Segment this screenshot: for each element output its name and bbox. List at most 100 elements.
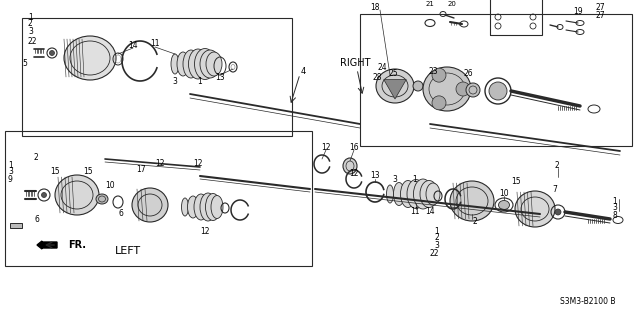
Text: 1: 1 — [28, 12, 33, 21]
Ellipse shape — [420, 181, 438, 207]
Ellipse shape — [407, 180, 425, 209]
Text: 15: 15 — [83, 167, 93, 175]
Text: 9: 9 — [8, 174, 13, 183]
Text: 3: 3 — [612, 204, 617, 212]
Circle shape — [49, 50, 54, 56]
Text: 8: 8 — [612, 211, 617, 219]
Text: 3: 3 — [434, 241, 439, 249]
Ellipse shape — [200, 50, 220, 78]
Text: 18: 18 — [371, 3, 380, 11]
Ellipse shape — [456, 82, 470, 96]
Text: RIGHT: RIGHT — [340, 58, 371, 68]
Ellipse shape — [515, 191, 555, 227]
Text: FR.: FR. — [68, 240, 86, 250]
Polygon shape — [384, 79, 406, 99]
Text: 1: 1 — [413, 174, 417, 183]
Text: 5: 5 — [22, 60, 27, 69]
Text: 13: 13 — [215, 73, 225, 83]
Ellipse shape — [387, 185, 394, 203]
Ellipse shape — [171, 54, 179, 74]
Text: 2: 2 — [472, 217, 477, 226]
Ellipse shape — [200, 193, 216, 221]
Text: 1: 1 — [8, 160, 13, 169]
Text: 27: 27 — [595, 3, 605, 11]
Bar — [5, 131, 312, 266]
Text: 22: 22 — [28, 36, 38, 46]
Bar — [360, 14, 632, 146]
Text: 22: 22 — [429, 249, 439, 258]
Bar — [490, 0, 542, 35]
Text: 16: 16 — [349, 143, 359, 152]
Text: 11: 11 — [410, 207, 420, 217]
Text: 12: 12 — [321, 143, 331, 152]
Bar — [10, 223, 22, 228]
Text: 12: 12 — [156, 160, 164, 168]
Text: 27: 27 — [595, 11, 605, 19]
Text: 1: 1 — [435, 226, 439, 235]
Text: 14: 14 — [425, 207, 435, 217]
Bar — [22, 18, 292, 136]
Text: 17: 17 — [136, 165, 146, 174]
Ellipse shape — [432, 96, 446, 110]
Ellipse shape — [211, 196, 223, 219]
Text: LEFT: LEFT — [115, 246, 141, 256]
Text: 7: 7 — [552, 184, 557, 194]
Ellipse shape — [189, 49, 207, 79]
Text: 3: 3 — [173, 77, 177, 85]
Ellipse shape — [489, 82, 507, 100]
Text: 15: 15 — [50, 167, 60, 176]
Ellipse shape — [206, 52, 222, 76]
Text: 12: 12 — [349, 169, 359, 179]
Text: 3: 3 — [392, 174, 397, 183]
Ellipse shape — [466, 83, 480, 97]
Text: 12: 12 — [193, 160, 203, 168]
Ellipse shape — [195, 48, 216, 79]
Ellipse shape — [401, 181, 415, 207]
Ellipse shape — [183, 50, 199, 78]
Ellipse shape — [194, 194, 208, 220]
Text: 10: 10 — [499, 189, 509, 197]
Ellipse shape — [182, 198, 189, 216]
Text: 15: 15 — [511, 177, 521, 187]
Text: 6: 6 — [35, 214, 40, 224]
Text: S3M3-B2100 B: S3M3-B2100 B — [559, 296, 615, 306]
Text: 23: 23 — [428, 66, 438, 76]
Ellipse shape — [450, 181, 494, 221]
Text: 6: 6 — [118, 210, 124, 219]
Text: 20: 20 — [447, 1, 456, 7]
Ellipse shape — [343, 158, 357, 174]
Ellipse shape — [499, 201, 509, 210]
Text: 2: 2 — [28, 19, 33, 28]
Text: 1: 1 — [612, 197, 617, 205]
Ellipse shape — [394, 182, 404, 205]
Text: 2: 2 — [34, 152, 38, 161]
Text: 2: 2 — [555, 160, 559, 169]
Ellipse shape — [413, 179, 433, 209]
Ellipse shape — [55, 175, 99, 215]
Ellipse shape — [205, 194, 221, 220]
FancyArrow shape — [37, 241, 57, 249]
Text: 3: 3 — [28, 26, 33, 35]
Ellipse shape — [132, 188, 168, 222]
Ellipse shape — [423, 67, 471, 111]
Text: 24: 24 — [377, 63, 387, 71]
Text: 11: 11 — [150, 40, 160, 48]
Ellipse shape — [413, 81, 423, 91]
Text: 14: 14 — [128, 41, 138, 49]
Text: 19: 19 — [573, 6, 583, 16]
Text: 2: 2 — [435, 234, 439, 242]
Ellipse shape — [188, 196, 198, 218]
Ellipse shape — [432, 68, 446, 82]
Text: 3: 3 — [8, 167, 13, 176]
Ellipse shape — [64, 36, 116, 80]
Ellipse shape — [426, 183, 440, 205]
Text: 28: 28 — [372, 72, 381, 81]
Ellipse shape — [96, 194, 108, 204]
Text: 26: 26 — [463, 70, 473, 78]
Ellipse shape — [177, 52, 189, 76]
Ellipse shape — [376, 69, 414, 103]
Text: 25: 25 — [388, 69, 398, 78]
Text: 4: 4 — [300, 66, 306, 76]
Text: 13: 13 — [370, 172, 380, 181]
Text: 12: 12 — [200, 226, 210, 235]
